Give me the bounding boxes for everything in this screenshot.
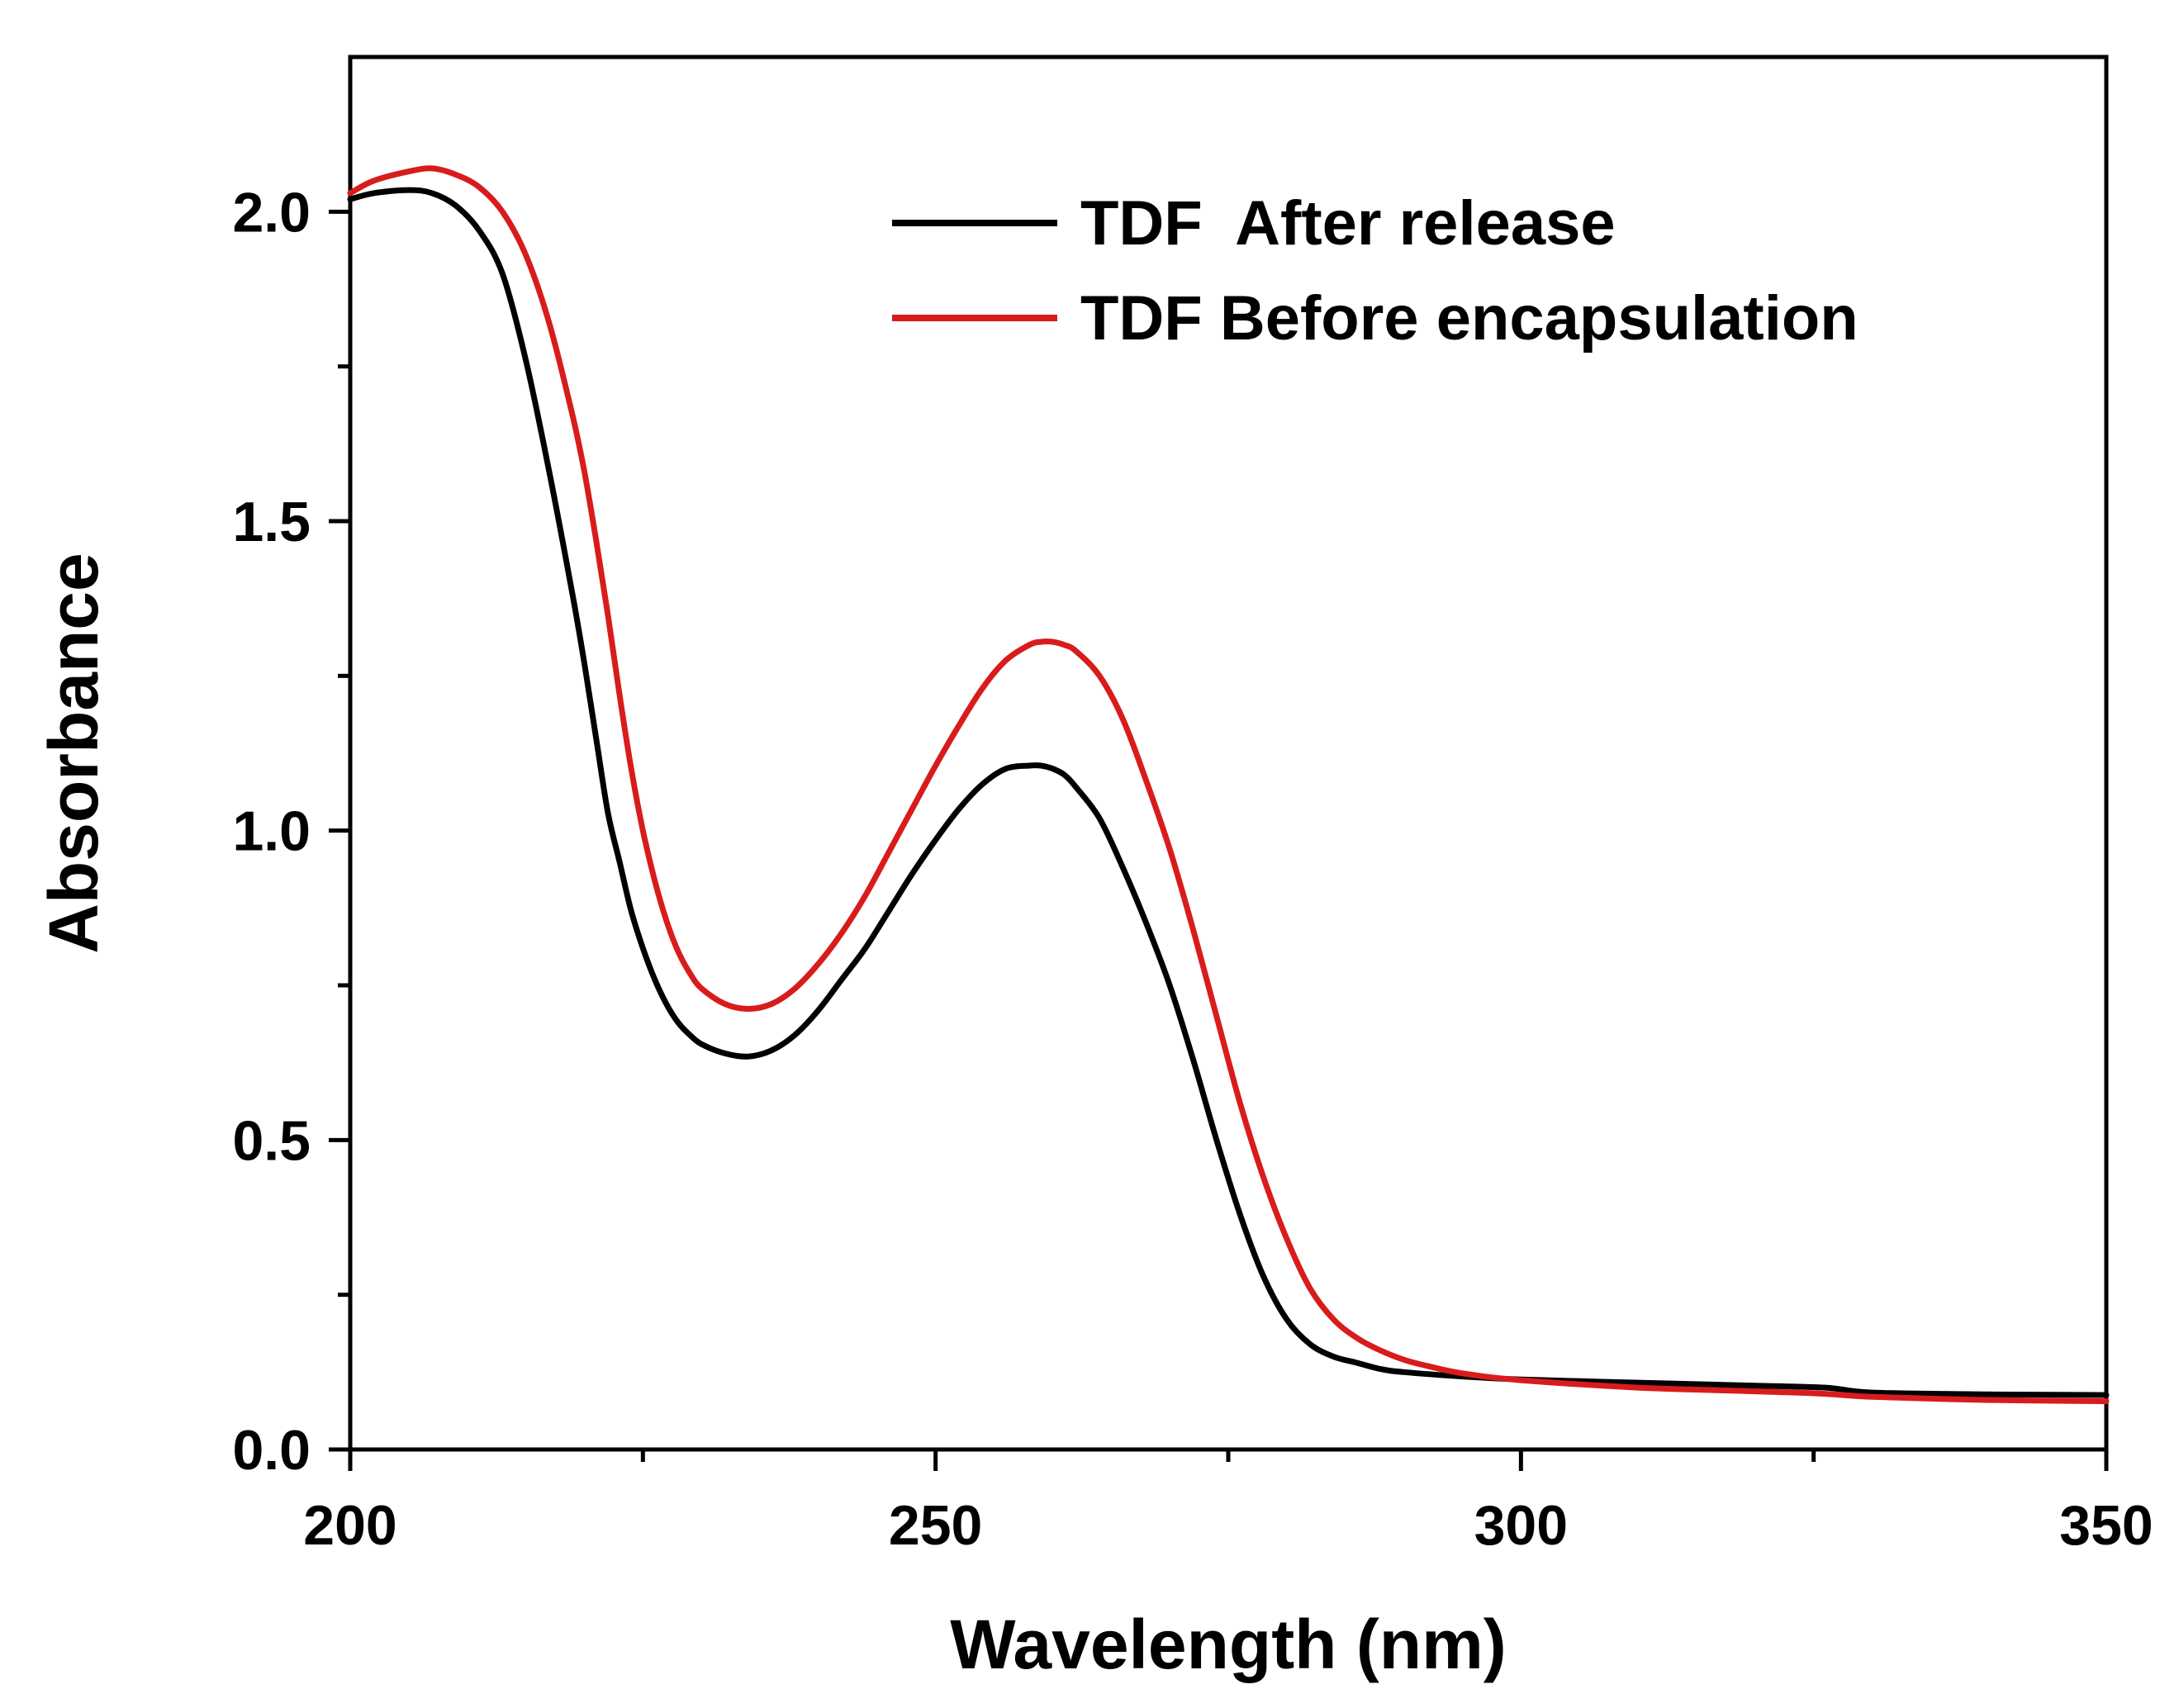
- legend: TDF After release TDF Before encapsulati…: [892, 188, 1859, 353]
- x-axis-title: Wavelength (nm): [950, 1606, 1507, 1683]
- tick-labels: 200 250 300 350 0.0 0.5 1.0 1.5 2.0: [232, 181, 2153, 1557]
- y-tick-label: 0.0: [232, 1419, 311, 1482]
- plot-frame: [348, 55, 2109, 1452]
- legend-label-after-release: TDF After release: [1080, 188, 1616, 259]
- y-tick-label: 0.5: [232, 1109, 311, 1172]
- y-tick-label: 1.5: [232, 491, 311, 553]
- axis-ticks: [329, 209, 2109, 1471]
- y-tick-label: 1.0: [232, 800, 311, 863]
- legend-label-before-encapsulation: TDF Before encapsulation: [1080, 283, 1859, 353]
- x-tick-label: 250: [889, 1494, 982, 1557]
- y-tick-label: 2.0: [232, 181, 311, 244]
- x-tick-label: 200: [303, 1494, 396, 1557]
- x-tick-label: 350: [2059, 1494, 2153, 1557]
- series-line-after-release: [347, 187, 2110, 1398]
- series-lines: [347, 165, 2110, 1405]
- x-tick-label: 300: [1474, 1494, 1568, 1557]
- y-axis-title: Absorbance: [35, 553, 112, 953]
- series-line-before-encapsulation: [347, 165, 2110, 1405]
